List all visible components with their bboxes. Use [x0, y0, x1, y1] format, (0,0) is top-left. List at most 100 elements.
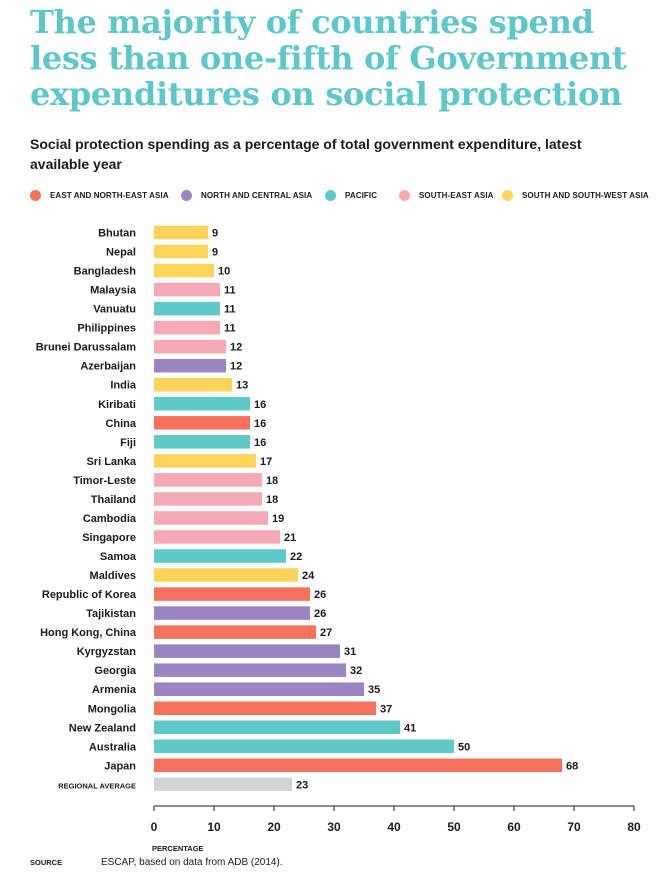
value-label-india: 13	[236, 380, 248, 392]
category-label-philippines: Philippines	[77, 323, 136, 335]
category-label-timor-leste: Timor-Leste	[73, 475, 136, 487]
bar-vanuatu	[154, 301, 220, 316]
category-label-singapore: Singapore	[82, 532, 136, 544]
legend-item-south-south-west-asia: SOUTH AND SOUTH-WEST ASIA	[502, 190, 649, 201]
legend-swatch-east-north-east-asia	[30, 190, 41, 201]
category-label-nepal: Nepal	[106, 247, 136, 259]
source-label: SOURCE	[30, 858, 63, 867]
category-label-regional-average: REGIONAL AVERAGE	[58, 781, 136, 790]
chart-title: The majority of countries spend less tha…	[30, 3, 627, 113]
value-label-azerbaijan: 12	[230, 361, 242, 373]
value-label-bhutan: 9	[212, 228, 218, 240]
category-label-cambodia: Cambodia	[83, 513, 137, 525]
bar-hong-kong-china	[154, 625, 316, 639]
value-label-hong-kong-china: 27	[320, 627, 332, 639]
bar-maldives	[154, 568, 298, 582]
category-label-japan: Japan	[104, 760, 136, 772]
category-label-bhutan: Bhutan	[98, 228, 136, 240]
x-tick-label-20: 20	[267, 820, 281, 834]
bar-cambodia	[154, 511, 268, 525]
value-label-tajikistan: 26	[314, 608, 326, 620]
bar-sri-lanka	[154, 454, 256, 468]
bar-nepal	[154, 244, 208, 259]
value-label-bangladesh: 10	[218, 266, 230, 278]
bar-bhutan	[154, 225, 208, 240]
value-label-thailand: 18	[266, 494, 278, 506]
x-tick-label-60: 60	[507, 820, 521, 834]
x-tick-label-70: 70	[567, 820, 581, 834]
source-text: ESCAP, based on data from ADB (2014).	[101, 857, 283, 868]
bar-china	[154, 416, 250, 430]
x-tick-label-40: 40	[387, 820, 401, 834]
value-label-timor-leste: 18	[266, 475, 278, 487]
category-label-hong-kong-china: Hong Kong, China	[40, 627, 137, 639]
category-label-azerbaijan: Azerbaijan	[80, 361, 136, 373]
value-label-philippines: 11	[224, 323, 236, 335]
legend-label-east-north-east-asia: EAST AND NORTH-EAST ASIA	[50, 191, 169, 200]
bar-regional-average	[154, 777, 292, 792]
value-label-china: 16	[254, 418, 266, 430]
bar-bangladesh	[154, 263, 214, 278]
category-label-maldives: Maldives	[90, 570, 136, 582]
value-label-singapore: 21	[284, 532, 296, 544]
category-label-republic-of-korea: Republic of Korea	[42, 589, 137, 601]
legend-label-pacific: PACIFIC	[345, 191, 378, 200]
value-label-malaysia: 11	[224, 285, 236, 297]
bar-new-zealand	[154, 720, 400, 735]
category-label-malaysia: Malaysia	[90, 285, 137, 297]
value-label-republic-of-korea: 26	[314, 589, 326, 601]
x-tick-label-10: 10	[207, 820, 221, 834]
legend-label-south-south-west-asia: SOUTH AND SOUTH-WEST ASIA	[522, 191, 649, 200]
bar-republic-of-korea	[154, 587, 310, 601]
category-label-georgia: Georgia	[94, 665, 136, 677]
bar-armenia	[154, 682, 364, 696]
category-label-armenia: Armenia	[92, 684, 137, 696]
bar-azerbaijan	[154, 358, 226, 373]
bar-georgia	[154, 663, 346, 677]
bar-japan	[154, 758, 562, 773]
value-label-vanuatu: 11	[224, 304, 236, 316]
bar-australia	[154, 739, 454, 754]
bar-thailand	[154, 492, 262, 506]
category-label-australia: Australia	[89, 741, 137, 753]
bar-malaysia	[154, 282, 220, 297]
category-label-tajikistan: Tajikistan	[86, 608, 136, 620]
bar-india	[154, 377, 232, 392]
category-label-fiji: Fiji	[120, 437, 136, 449]
value-label-regional-average: 23	[296, 779, 308, 791]
chart-subtitle: Social protection spending as a percenta…	[30, 136, 582, 172]
legend-item-east-north-east-asia: EAST AND NORTH-EAST ASIA	[30, 190, 169, 201]
bar-tajikistan	[154, 606, 310, 620]
value-label-armenia: 35	[368, 684, 380, 696]
bar-philippines	[154, 320, 220, 335]
x-tick-label-30: 30	[327, 820, 341, 834]
value-label-new-zealand: 41	[404, 722, 416, 734]
x-tick-label-50: 50	[447, 820, 461, 834]
legend-swatch-south-east-asia	[399, 190, 410, 201]
value-label-maldives: 24	[302, 570, 315, 582]
legend-label-south-east-asia: SOUTH-EAST ASIA	[419, 191, 494, 200]
legend-swatch-south-south-west-asia	[502, 190, 513, 201]
category-label-samoa: Samoa	[100, 551, 137, 563]
legend-item-north-central-asia: NORTH AND CENTRAL ASIA	[181, 190, 312, 201]
value-label-sri-lanka: 17	[260, 456, 272, 468]
category-label-kiribati: Kiribati	[98, 399, 136, 411]
x-axis-label: PERCENTAGE	[152, 844, 204, 853]
bar-kiribati	[154, 397, 250, 411]
legend-swatch-pacific	[325, 190, 336, 201]
bar-mongolia	[154, 701, 376, 715]
category-label-thailand: Thailand	[91, 494, 136, 506]
bar-samoa	[154, 549, 286, 563]
category-label-bangladesh: Bangladesh	[74, 266, 137, 278]
value-label-samoa: 22	[290, 551, 302, 563]
bar-timor-leste	[154, 473, 262, 487]
value-label-kiribati: 16	[254, 399, 266, 411]
value-label-cambodia: 19	[272, 513, 284, 525]
value-label-georgia: 32	[350, 665, 362, 677]
x-tick-label-0: 0	[151, 820, 158, 834]
legend-swatch-north-central-asia	[181, 190, 192, 201]
bar-singapore	[154, 530, 280, 544]
value-label-australia: 50	[458, 741, 470, 753]
category-label-mongolia: Mongolia	[88, 703, 137, 715]
